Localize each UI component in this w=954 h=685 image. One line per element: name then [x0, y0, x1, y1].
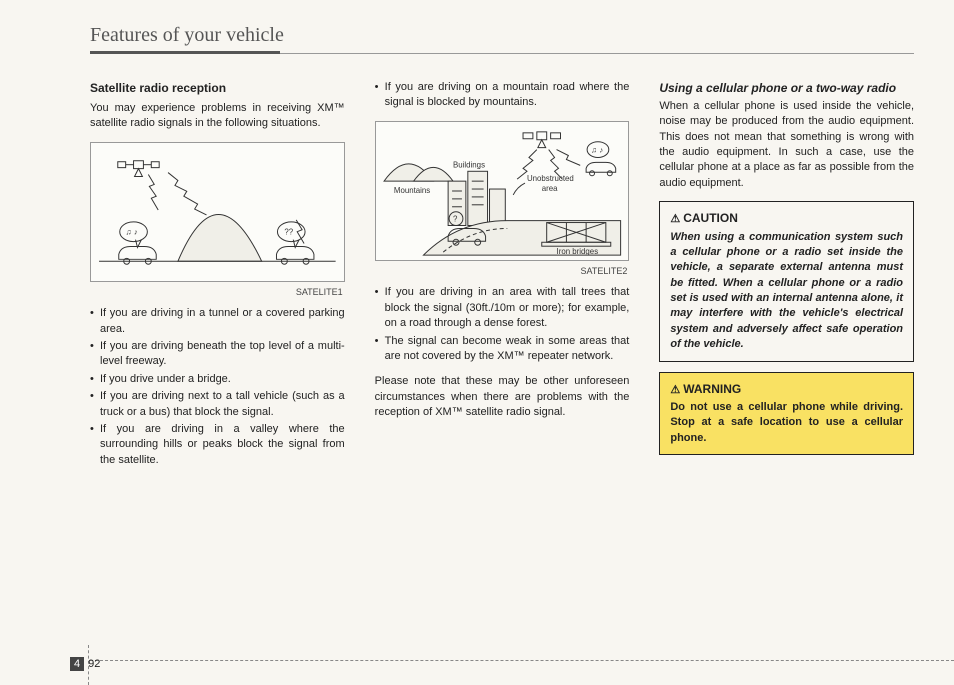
caution-box: ⚠CAUTION When using a communication syst…	[659, 201, 914, 362]
warning-body: Do not use a cellular phone while drivin…	[670, 400, 903, 446]
caution-body: When using a communication system such a…	[670, 230, 903, 353]
caution-title: CAUTION	[683, 211, 738, 225]
fig1-label: SATELITE1	[90, 286, 345, 299]
bullet: If you are driving in an area with tall …	[375, 285, 630, 331]
cellular-body: When a cellular phone is used inside the…	[659, 99, 914, 191]
svg-text:area: area	[541, 184, 557, 193]
footer	[0, 660, 954, 661]
bullet: If you are driving on a mountain road wh…	[375, 80, 630, 111]
svg-text:Unobstructed: Unobstructed	[527, 174, 574, 183]
svg-text:♫ ♪: ♫ ♪	[591, 145, 603, 154]
cellular-subhead: Using a cellular phone or a two-way radi…	[659, 80, 914, 97]
svg-text:♫ ♪: ♫ ♪	[126, 227, 138, 236]
col1-bullets: If you are driving in a tunnel or a cove…	[90, 306, 345, 468]
svg-text:Buildings: Buildings	[453, 160, 485, 169]
bullet: If you are driving next to a tall vehicl…	[90, 389, 345, 420]
caution-icon: ⚠	[670, 213, 680, 225]
col2-closing: Please note that these may be other unfo…	[375, 374, 630, 420]
satellite-intro: You may experience problems in receiving…	[90, 101, 345, 132]
svg-text:?: ?	[453, 214, 458, 223]
column-3: Using a cellular phone or a two-way radi…	[659, 80, 914, 470]
page-header: Features of your vehicle	[90, 24, 914, 54]
warning-icon: ⚠	[670, 384, 680, 396]
bullet: If you are driving in a valley where the…	[90, 422, 345, 468]
bullet: If you drive under a bridge.	[90, 372, 345, 387]
bullet: The signal can become weak in some areas…	[375, 334, 630, 365]
svg-text:??: ??	[284, 227, 293, 236]
page-number-block: 4 92	[70, 657, 104, 671]
col2-top-bullet: If you are driving on a mountain road wh…	[375, 80, 630, 111]
figure-satelite2: Mountains Buildings	[375, 121, 630, 261]
warning-box: ⚠WARNING Do not use a cellular phone whi…	[659, 372, 914, 456]
figure-satelite1: ♫ ♪ ??	[90, 142, 345, 282]
column-2: If you are driving on a mountain road wh…	[375, 80, 630, 470]
bullet: If you are driving beneath the top level…	[90, 339, 345, 370]
svg-text:Iron bridges: Iron bridges	[556, 247, 598, 256]
chapter-number: 4	[70, 657, 84, 671]
content-columns: Satellite radio reception You may experi…	[90, 80, 914, 470]
col2-bullets: If you are driving in an area with tall …	[375, 285, 630, 364]
svg-text:Mountains: Mountains	[394, 186, 430, 195]
fig2-label: SATELITE2	[375, 265, 630, 278]
satellite-subhead: Satellite radio reception	[90, 80, 345, 97]
warning-title: WARNING	[683, 382, 741, 396]
page-number: 92	[84, 657, 104, 671]
bullet: If you are driving in a tunnel or a cove…	[90, 306, 345, 337]
column-1: Satellite radio reception You may experi…	[90, 80, 345, 470]
